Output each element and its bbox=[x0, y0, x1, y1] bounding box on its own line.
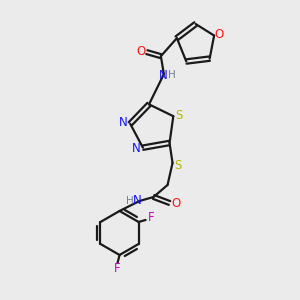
Text: N: N bbox=[133, 194, 142, 208]
Text: O: O bbox=[171, 197, 180, 211]
Text: N: N bbox=[119, 116, 128, 129]
Text: S: S bbox=[174, 160, 181, 172]
Text: H: H bbox=[168, 70, 176, 80]
Text: O: O bbox=[214, 28, 224, 41]
Text: F: F bbox=[114, 262, 121, 275]
Text: N: N bbox=[158, 69, 167, 82]
Text: S: S bbox=[176, 109, 183, 122]
Text: O: O bbox=[136, 45, 146, 58]
Text: N: N bbox=[131, 142, 140, 155]
Text: F: F bbox=[148, 212, 155, 224]
Text: H: H bbox=[126, 196, 134, 206]
